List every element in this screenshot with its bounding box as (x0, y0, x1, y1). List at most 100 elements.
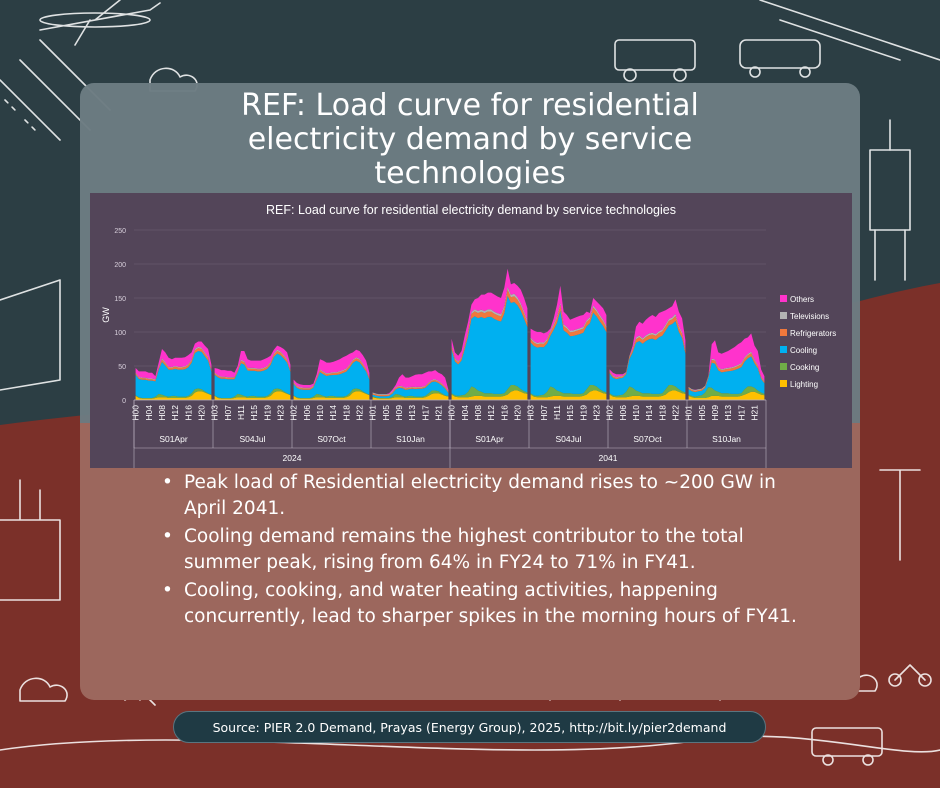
legend-label-lighting: Lighting (790, 380, 818, 389)
area-lighting-2024-S10Jan (372, 393, 449, 400)
legend-label-others: Others (790, 295, 814, 304)
hour-tick-label: H18 (341, 405, 351, 421)
hour-tick-label: H21 (433, 405, 443, 421)
season-label: S01Apr (475, 434, 504, 444)
legend-swatch-televisions (780, 312, 787, 319)
area-lighting-2041-S10Jan (688, 391, 765, 400)
hour-tick-label: H16 (183, 405, 193, 421)
area-televisions-2041-S04Jul (530, 302, 607, 345)
legend-swatch-refrigerators (780, 329, 787, 336)
y-tick-label: 0 (122, 398, 126, 405)
hour-tick-label: H07 (539, 405, 549, 421)
hour-tick-label: H01 (368, 405, 378, 421)
hour-tick-label: H21 (749, 405, 759, 421)
area-cooling-2041-S04Jul (530, 310, 607, 396)
y-axis-label: GW (101, 307, 111, 323)
area-cooking-2024-S04Jul (214, 388, 291, 399)
hour-tick-label: H06 (302, 405, 312, 421)
hour-tick-label: H19 (262, 405, 272, 421)
season-label: S07Oct (317, 434, 346, 444)
hour-tick-label: H17 (420, 405, 430, 421)
area-lighting-2041-S04Jul (530, 390, 607, 400)
hour-tick-label: H04 (144, 405, 154, 421)
hour-tick-label: H03 (526, 405, 536, 421)
area-others-2024-S04Jul (214, 345, 291, 378)
legend-swatch-cooking (780, 363, 787, 370)
city-doodle-right (869, 119, 911, 281)
hour-tick-label: H06 (618, 405, 628, 421)
area-cooling-2024-S01Apr (135, 351, 212, 398)
train-doodle (759, 0, 940, 61)
bus-doodle (739, 39, 821, 78)
y-tick-label: 200 (114, 262, 126, 269)
area-cooking-2024-S01Apr (135, 388, 212, 399)
area-lighting-2041-S01Apr (451, 390, 528, 400)
area-others-2041-S07Oct (609, 299, 686, 378)
area-cooking-2041-S10Jan (688, 386, 765, 398)
hour-tick-label: H00 (131, 405, 141, 421)
area-lighting-2024-S04Jul (214, 391, 291, 400)
area-others-2041-S04Jul (530, 285, 607, 343)
hour-tick-label: H09 (710, 405, 720, 421)
hour-tick-label: H20 (196, 405, 206, 421)
season-label: S10Jan (712, 434, 741, 444)
hour-tick-label: H08 (473, 405, 483, 421)
area-lighting-2024-S01Apr (135, 391, 212, 400)
hour-tick-label: H22 (670, 405, 680, 421)
year-label: 2024 (283, 453, 302, 463)
legend-swatch-lighting (780, 380, 787, 387)
hour-tick-label: H18 (657, 405, 667, 421)
source-citation[interactable]: Source: PIER 2.0 Demand, Prayas (Energy … (173, 711, 766, 743)
legend-swatch-others (780, 295, 787, 302)
chart-container: REF: Load curve for residential electric… (90, 193, 852, 468)
area-cooling-2041-S01Apr (451, 295, 528, 396)
hour-tick-label: H15 (249, 405, 259, 421)
hour-tick-label: H09 (394, 405, 404, 421)
hour-tick-label: H12 (486, 405, 496, 421)
hour-tick-label: H16 (499, 405, 509, 421)
area-cooling-2024-S10Jan (372, 381, 449, 398)
area-cooling-2024-S07Oct (293, 360, 370, 398)
area-televisions-2024-S07Oct (293, 357, 370, 389)
season-label: S07Oct (633, 434, 662, 444)
hour-tick-label: H17 (736, 405, 746, 421)
hour-tick-label: H12 (170, 405, 180, 421)
area-others-2024-S01Apr (135, 341, 212, 380)
lamp-doodle-right (879, 469, 921, 561)
area-televisions-2024-S10Jan (372, 379, 449, 395)
airplane-doodle (39, 0, 161, 46)
area-others-2024-S07Oct (293, 349, 370, 388)
house-doodle-left (0, 279, 61, 391)
y-tick-label: 250 (114, 228, 126, 235)
finding-peak-load: Peak load of Residential electricity dem… (162, 470, 802, 522)
y-tick-label: 50 (118, 364, 126, 371)
truck-doodle (614, 39, 696, 82)
area-cooling-2041-S10Jan (688, 356, 765, 397)
factory-doodle-left (0, 479, 61, 601)
hour-tick-label: H15 (565, 405, 575, 421)
season-label: S01Apr (159, 434, 188, 444)
area-refrigerators-2041-S04Jul (530, 305, 607, 348)
finding-cooling-share: Cooling demand remains the highest contr… (162, 524, 802, 576)
area-refrigerators-2024-S10Jan (372, 380, 449, 397)
area-cooking-2041-S07Oct (609, 385, 686, 398)
area-refrigerators-2024-S07Oct (293, 358, 370, 390)
legend-label-cooking: Cooking (790, 363, 819, 372)
hour-tick-label: H01 (684, 405, 694, 421)
area-cooling-2024-S04Jul (214, 353, 291, 398)
hour-tick-label: H23 (591, 405, 601, 421)
legend-label-cooling: Cooling (790, 346, 817, 355)
hour-tick-label: H22 (354, 405, 364, 421)
truck-doodle-bottom (811, 727, 883, 766)
hour-tick-label: H13 (723, 405, 733, 421)
season-label: S04Jul (556, 434, 582, 444)
finding-morning-spikes: Cooling, cooking, and water heating acti… (162, 578, 802, 630)
area-lighting-2024-S07Oct (293, 391, 370, 400)
area-cooking-2041-S04Jul (530, 385, 607, 398)
hour-tick-label: H00 (447, 405, 457, 421)
area-cooking-2024-S10Jan (372, 390, 449, 399)
hour-tick-label: H20 (512, 405, 522, 421)
hour-tick-label: H10 (315, 405, 325, 421)
hour-tick-label: H03 (210, 405, 220, 421)
hour-tick-label: H10 (631, 405, 641, 421)
